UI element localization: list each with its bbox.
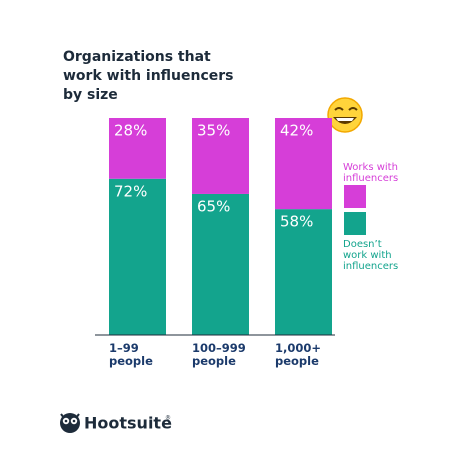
x-tick-line: people — [275, 354, 319, 368]
x-tick-line: people — [109, 354, 153, 368]
logo-text: Hootsuite — [84, 414, 172, 433]
legend-label: Doesn’t work with influencers — [343, 239, 399, 272]
chart-title: Organizations that work with influencers… — [63, 49, 234, 103]
logo-mark: ® — [165, 415, 171, 422]
value-label: 28% — [114, 122, 147, 140]
bar-segment — [192, 118, 249, 194]
value-label: 58% — [280, 213, 313, 231]
value-label: 42% — [280, 122, 313, 140]
x-tick-line: 1–99 — [109, 341, 139, 355]
logo-icon — [60, 413, 80, 433]
bar-segment — [275, 209, 332, 335]
legend-swatch — [344, 185, 366, 208]
bar-segment — [192, 193, 249, 335]
x-tick-line: 1,000+ — [275, 341, 321, 355]
bar-segment — [109, 118, 166, 179]
x-tick-label: 1,000+ people — [275, 341, 321, 368]
x-tick-line: 100–999 — [192, 341, 246, 355]
x-tick-label: 100–999 people — [192, 341, 246, 368]
x-tick-line: people — [192, 354, 236, 368]
bar-segment — [109, 178, 166, 335]
value-label: 65% — [197, 197, 230, 215]
legend-swatch — [344, 212, 366, 235]
legend-label: Works with influencers — [343, 162, 399, 184]
value-label: 72% — [114, 182, 147, 200]
x-tick-label: 1–99 people — [109, 341, 153, 368]
emoji — [327, 97, 363, 133]
value-label: 35% — [197, 122, 230, 140]
bar-segment — [275, 118, 332, 210]
